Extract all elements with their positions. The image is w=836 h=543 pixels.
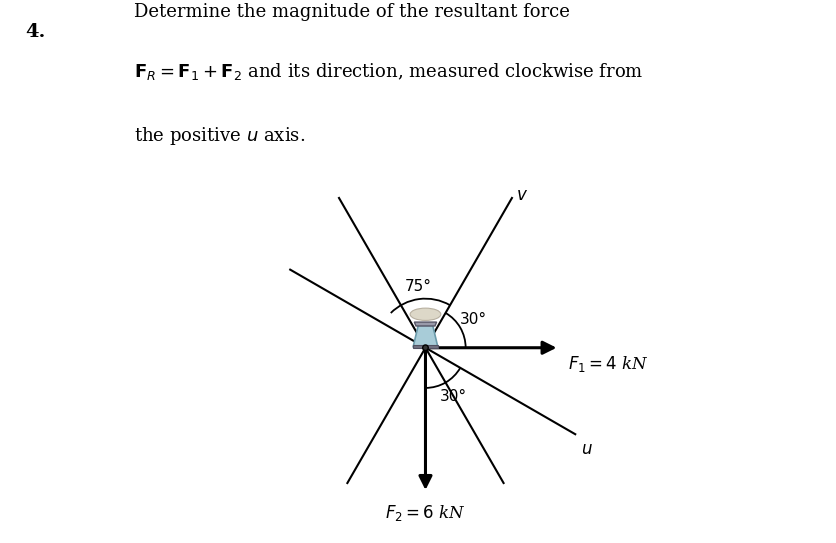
Circle shape — [422, 345, 428, 351]
Text: $v$: $v$ — [516, 186, 528, 204]
Text: 30°: 30° — [460, 312, 487, 327]
Polygon shape — [413, 345, 437, 348]
Text: 4.: 4. — [25, 23, 45, 41]
Polygon shape — [414, 322, 436, 326]
Text: Determine the magnitude of the resultant force: Determine the magnitude of the resultant… — [134, 3, 569, 21]
Ellipse shape — [410, 308, 441, 320]
Text: the positive $u$ axis.: the positive $u$ axis. — [134, 125, 305, 147]
Text: $F_2 = 6$ kN: $F_2 = 6$ kN — [385, 503, 466, 523]
Text: $F_1 = 4$ kN: $F_1 = 4$ kN — [567, 355, 648, 375]
Text: 75°: 75° — [404, 279, 431, 294]
Text: $\mathbf{F}_R = \mathbf{F}_1 + \mathbf{F}_2$ and its direction, measured clockwi: $\mathbf{F}_R = \mathbf{F}_1 + \mathbf{F… — [134, 61, 643, 82]
Text: 30°: 30° — [439, 389, 466, 403]
Polygon shape — [413, 325, 437, 346]
Text: $u$: $u$ — [580, 440, 592, 458]
